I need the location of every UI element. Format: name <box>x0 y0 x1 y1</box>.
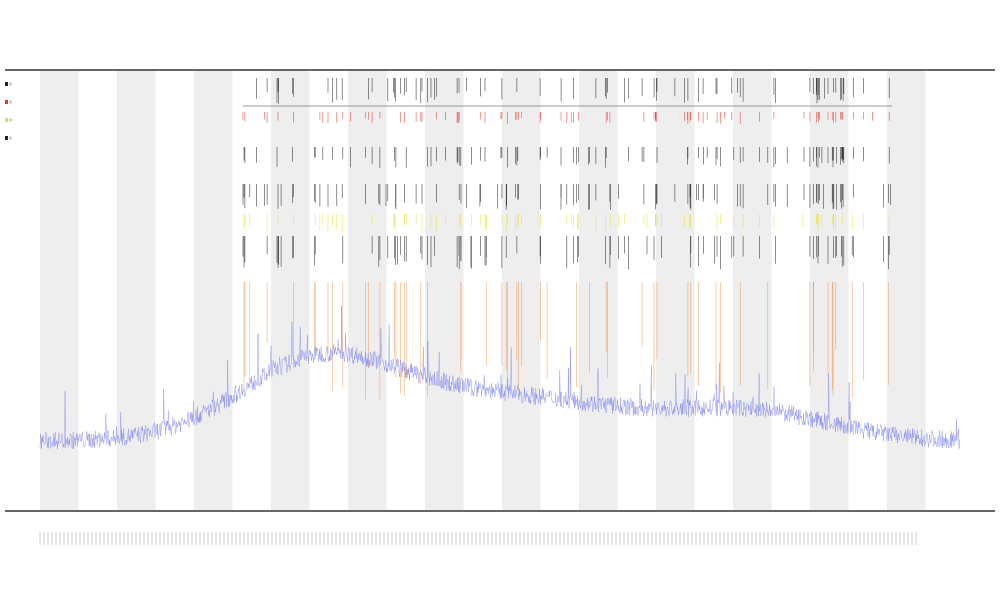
signal-series <box>39 305 961 450</box>
legend-swatch <box>5 136 8 140</box>
x-axis-ticks <box>39 532 917 545</box>
event-tracks <box>242 78 891 400</box>
background-band <box>117 71 156 510</box>
signal-line <box>39 305 961 450</box>
background-band <box>579 71 618 510</box>
background-band <box>733 71 772 510</box>
legend-swatch <box>5 118 8 122</box>
background-bands <box>40 71 926 510</box>
background-band <box>40 71 79 510</box>
background-band <box>194 71 233 510</box>
background-band <box>425 71 464 510</box>
legend-label-mark <box>9 82 12 86</box>
background-band <box>810 71 849 510</box>
legend-label-mark <box>9 136 12 140</box>
legend-swatch <box>5 82 8 86</box>
legend-label-mark <box>9 118 12 122</box>
background-band <box>656 71 695 510</box>
legend <box>5 82 12 140</box>
background-band <box>887 71 926 510</box>
legend-swatch <box>5 100 8 104</box>
legend-label-mark <box>9 100 12 104</box>
background-band <box>348 71 387 510</box>
background-band <box>271 71 310 510</box>
